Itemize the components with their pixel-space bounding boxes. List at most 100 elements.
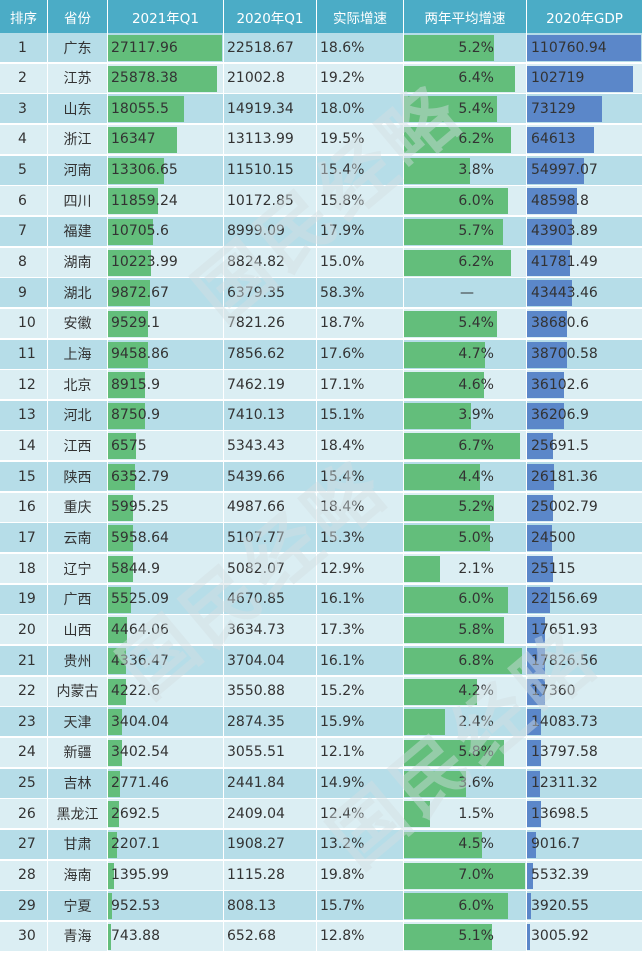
gdp-2020-cell: 64613 bbox=[527, 124, 643, 155]
table-row: 20 山西 4464.06 3634.73 17.3% 5.8% 17651.93 bbox=[0, 615, 643, 646]
gdp-2020-value: 41781.49 bbox=[531, 254, 598, 271]
province-cell: 贵州 bbox=[48, 646, 108, 676]
rank-cell: 19 bbox=[0, 584, 48, 615]
gdp-2020-cell: 25115 bbox=[527, 554, 643, 585]
growth-cell: 16.1% bbox=[317, 584, 404, 615]
avg-growth-value: 6.7% bbox=[458, 437, 494, 454]
q1-2020-cell: 1908.27 bbox=[224, 829, 317, 860]
header-q1-2021: 2021年Q1 bbox=[108, 0, 224, 33]
table-row: 6 四川 11859.24 10172.85 15.8% 6.0% 48598.8 bbox=[0, 186, 643, 217]
avg-growth-bar bbox=[404, 494, 494, 521]
q1-2021-cell: 9872.67 bbox=[108, 278, 224, 309]
q1-2021-bar bbox=[108, 709, 122, 736]
gdp-2020-bar bbox=[527, 893, 531, 920]
avg-growth-cell: 6.7% bbox=[404, 431, 527, 462]
avg-growth-cell: 5.8% bbox=[404, 737, 527, 768]
avg-growth-cell: 5.8% bbox=[404, 615, 527, 646]
rank-cell: 9 bbox=[0, 278, 48, 309]
avg-growth-value: 4.2% bbox=[458, 683, 494, 700]
avg-growth-cell: 4.4% bbox=[404, 462, 527, 493]
q1-2021-bar bbox=[108, 801, 119, 828]
q1-2021-cell: 11859.24 bbox=[108, 186, 224, 217]
gdp-2020-cell: 43443.46 bbox=[527, 278, 643, 309]
q1-2021-bar bbox=[108, 126, 177, 153]
q1-2020-cell: 11510.15 bbox=[224, 155, 317, 186]
gdp-2020-value: 25691.5 bbox=[531, 437, 589, 454]
growth-cell: 15.7% bbox=[317, 891, 404, 922]
avg-growth-value: 6.4% bbox=[458, 70, 494, 87]
avg-growth-cell: 4.5% bbox=[404, 829, 527, 860]
avg-growth-value: 5.2% bbox=[458, 499, 494, 516]
table-row: 9 湖北 9872.67 6379.35 58.3% — 43443.46 bbox=[0, 278, 643, 309]
avg-growth-value: 5.2% bbox=[458, 39, 494, 56]
gdp-2020-cell: 25691.5 bbox=[527, 431, 643, 462]
avg-growth-value: 5.4% bbox=[458, 315, 494, 332]
growth-cell: 15.1% bbox=[317, 400, 404, 431]
rank-cell: 24 bbox=[0, 737, 48, 768]
growth-cell: 16.1% bbox=[317, 646, 404, 676]
avg-growth-bar bbox=[404, 65, 515, 92]
rank-cell: 3 bbox=[0, 94, 48, 125]
q1-2020-cell: 2441.84 bbox=[224, 768, 317, 799]
growth-cell: 17.3% bbox=[317, 615, 404, 646]
rank-cell: 4 bbox=[0, 124, 48, 155]
q1-2020-cell: 6379.35 bbox=[224, 278, 317, 309]
avg-growth-value: 6.0% bbox=[458, 591, 494, 608]
avg-growth-cell: 4.6% bbox=[404, 370, 527, 401]
gdp-2020-value: 3920.55 bbox=[531, 897, 589, 914]
rank-cell: 8 bbox=[0, 247, 48, 278]
q1-2021-cell: 2207.1 bbox=[108, 829, 224, 860]
q1-2021-cell: 10705.6 bbox=[108, 216, 224, 247]
gdp-2020-value: 36102.6 bbox=[531, 376, 589, 393]
province-cell: 广东 bbox=[48, 33, 108, 63]
gdp-2020-bar bbox=[527, 464, 554, 491]
growth-cell: 14.9% bbox=[317, 768, 404, 799]
rank-cell: 13 bbox=[0, 400, 48, 431]
q1-2021-bar bbox=[108, 831, 117, 858]
q1-2021-cell: 9529.1 bbox=[108, 308, 224, 339]
avg-growth-bar bbox=[404, 341, 485, 368]
q1-2021-value: 5958.64 bbox=[111, 529, 169, 546]
rank-cell: 5 bbox=[0, 155, 48, 186]
gdp-2020-bar bbox=[527, 372, 564, 399]
gdp-2020-cell: 73129 bbox=[527, 94, 643, 125]
gdp-2020-cell: 36102.6 bbox=[527, 370, 643, 401]
q1-2021-bar bbox=[108, 678, 126, 705]
q1-2021-cell: 16347 bbox=[108, 124, 224, 155]
rank-cell: 22 bbox=[0, 676, 48, 707]
q1-2021-bar bbox=[108, 556, 133, 583]
growth-cell: 19.8% bbox=[317, 860, 404, 891]
q1-2021-value: 16347 bbox=[111, 131, 156, 148]
avg-growth-cell: 6.0% bbox=[404, 186, 527, 217]
growth-cell: 13.2% bbox=[317, 829, 404, 860]
gdp-2020-cell: 17651.93 bbox=[527, 615, 643, 646]
province-cell: 湖北 bbox=[48, 278, 108, 309]
q1-2021-cell: 2692.5 bbox=[108, 799, 224, 830]
q1-2021-value: 952.53 bbox=[111, 897, 160, 914]
province-cell: 山西 bbox=[48, 615, 108, 646]
rank-cell: 1 bbox=[0, 33, 48, 63]
province-cell: 安徽 bbox=[48, 308, 108, 339]
avg-growth-cell: 1.5% bbox=[404, 799, 527, 830]
avg-growth-value: 6.2% bbox=[458, 254, 494, 271]
q1-2021-value: 3402.54 bbox=[111, 744, 169, 761]
gdp-2020-cell: 54997.07 bbox=[527, 155, 643, 186]
province-cell: 河北 bbox=[48, 400, 108, 431]
q1-2021-bar bbox=[108, 341, 148, 368]
q1-2020-cell: 4987.66 bbox=[224, 492, 317, 523]
gdp-2020-cell: 110760.94 bbox=[527, 33, 643, 63]
q1-2021-value: 1395.99 bbox=[111, 867, 169, 884]
avg-growth-bar bbox=[404, 35, 494, 61]
gdp-2020-bar bbox=[527, 831, 536, 858]
q1-2021-cell: 8915.9 bbox=[108, 370, 224, 401]
q1-2021-bar bbox=[108, 923, 111, 950]
rank-cell: 10 bbox=[0, 308, 48, 339]
q1-2021-bar bbox=[108, 648, 126, 674]
avg-growth-bar bbox=[404, 556, 440, 583]
growth-cell: 15.4% bbox=[317, 155, 404, 186]
avg-growth-bar bbox=[404, 402, 471, 429]
gdp-2020-value: 54997.07 bbox=[531, 162, 598, 179]
table-row: 14 江西 6575 5343.43 18.4% 6.7% 25691.5 bbox=[0, 431, 643, 462]
q1-2020-cell: 8824.82 bbox=[224, 247, 317, 278]
gdp-2020-bar bbox=[527, 341, 567, 368]
